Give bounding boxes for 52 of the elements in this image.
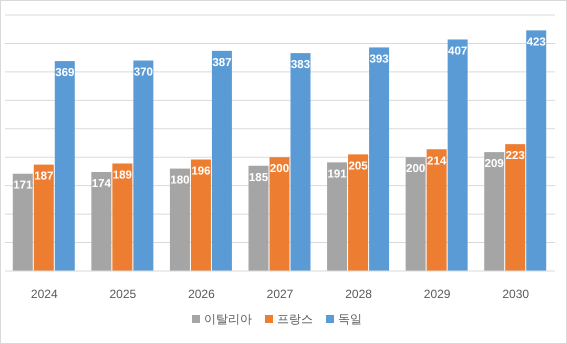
- data-label: 196: [191, 166, 211, 178]
- data-label: 423: [526, 36, 546, 48]
- bar: [190, 160, 211, 271]
- legend-label: 독일: [338, 312, 362, 326]
- bar: [112, 163, 132, 271]
- data-label: 191: [327, 168, 348, 180]
- x-tick-label: 2030: [502, 287, 530, 301]
- bar: [426, 149, 447, 271]
- data-label: 200: [406, 163, 426, 176]
- bar: [505, 144, 526, 271]
- data-label: 223: [506, 150, 525, 162]
- data-label: 171: [13, 180, 33, 192]
- bar: [34, 164, 54, 271]
- bar: [170, 168, 190, 271]
- data-label: 189: [112, 169, 132, 182]
- data-label: 369: [55, 67, 74, 80]
- data-label: 407: [448, 45, 468, 58]
- bar: [526, 30, 546, 271]
- x-tick-label: 2024: [30, 287, 58, 301]
- x-tick-label: 2028: [345, 287, 372, 301]
- bar: [348, 154, 368, 271]
- data-label: 387: [212, 56, 232, 69]
- data-label: 200: [270, 163, 290, 176]
- bar: [12, 174, 33, 271]
- data-label: 174: [92, 178, 112, 190]
- bar: [327, 162, 348, 271]
- bar: [54, 61, 75, 271]
- x-tick-label: 2025: [110, 287, 137, 301]
- x-tick-label: 2027: [266, 287, 294, 301]
- data-label: 393: [369, 53, 389, 66]
- bar: [270, 157, 290, 271]
- bar: [91, 172, 112, 271]
- bar: [448, 39, 468, 271]
- bar: [369, 47, 390, 271]
- data-label: 214: [427, 155, 447, 168]
- data-label: 185: [248, 172, 269, 184]
- bar: [133, 60, 154, 271]
- bar: [248, 166, 268, 271]
- bar: [290, 53, 310, 271]
- data-label: 209: [484, 158, 504, 170]
- data-label: 383: [290, 59, 310, 72]
- legend-label: 프랑스: [277, 312, 313, 326]
- x-tick-label: 2026: [188, 287, 216, 301]
- x-tick-label: 2029: [424, 287, 451, 301]
- bar: [406, 157, 426, 271]
- bar: [212, 50, 232, 271]
- bar: [484, 152, 504, 271]
- data-label: 205: [348, 160, 368, 172]
- data-label: 180: [170, 174, 190, 187]
- data-label: 370: [134, 66, 153, 79]
- legend-label: 이탈리아: [204, 312, 252, 326]
- data-label: 187: [34, 170, 54, 183]
